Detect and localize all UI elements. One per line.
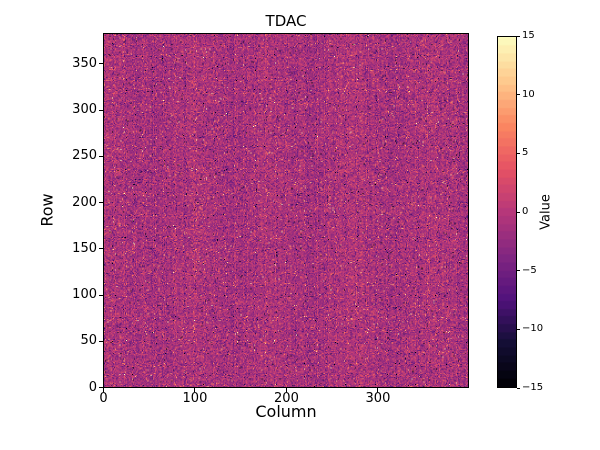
x-tick-label: 200 — [274, 391, 299, 406]
x-tick-label: 0 — [99, 391, 108, 406]
colorbar-tick-mark — [517, 211, 520, 213]
x-tick-mark — [377, 388, 379, 392]
colorbar-tick-mark — [517, 35, 520, 37]
heatmap-plot-area — [103, 33, 469, 388]
y-tick-mark — [99, 248, 103, 250]
x-tick-mark — [194, 388, 196, 392]
y-axis-label: Row — [37, 193, 57, 227]
colorbar-tick-label: 0 — [522, 206, 529, 217]
y-tick-mark — [99, 340, 103, 342]
colorbar-tick-label: 5 — [522, 147, 529, 159]
colorbar-tick-mark — [517, 94, 520, 96]
y-tick-label: 200 — [72, 194, 97, 210]
colorbar-tick-label: −5 — [522, 264, 537, 276]
y-tick-mark — [99, 202, 103, 204]
y-tick-label: 50 — [80, 333, 97, 349]
y-tick-label: 150 — [72, 240, 97, 256]
x-tick-label: 100 — [182, 391, 208, 406]
y-tick-label: 250 — [72, 148, 97, 164]
y-tick-mark — [99, 387, 103, 389]
colorbar-tick-label: −15 — [522, 382, 544, 393]
colorbar-tick-label: −10 — [522, 323, 544, 335]
colorbar-tick-mark — [517, 270, 520, 272]
colorbar-gradient — [498, 37, 516, 387]
colorbar-tick-label: 10 — [522, 88, 535, 100]
y-tick-label: 0 — [88, 379, 97, 395]
chart-title: TDAC — [265, 12, 307, 30]
y-tick-label: 300 — [72, 102, 97, 118]
colorbar-label: Value — [538, 194, 554, 230]
y-tick-label: 100 — [72, 287, 97, 303]
y-tick-mark — [99, 294, 103, 296]
x-tick-label: 300 — [365, 391, 391, 406]
x-axis-label: Column — [255, 402, 317, 421]
x-tick-mark — [102, 388, 104, 392]
colorbar-tick-mark — [517, 387, 520, 389]
y-tick-mark — [99, 155, 103, 157]
y-tick-mark — [99, 63, 103, 65]
colorbar-tick-mark — [517, 152, 520, 154]
x-tick-mark — [285, 388, 287, 392]
heatmap-image — [104, 34, 468, 387]
y-tick-mark — [99, 109, 103, 111]
colorbar-tick-mark — [517, 328, 520, 330]
y-tick-label: 350 — [72, 55, 97, 71]
colorbar-tick-label: 15 — [522, 30, 535, 41]
colorbar — [497, 36, 517, 388]
